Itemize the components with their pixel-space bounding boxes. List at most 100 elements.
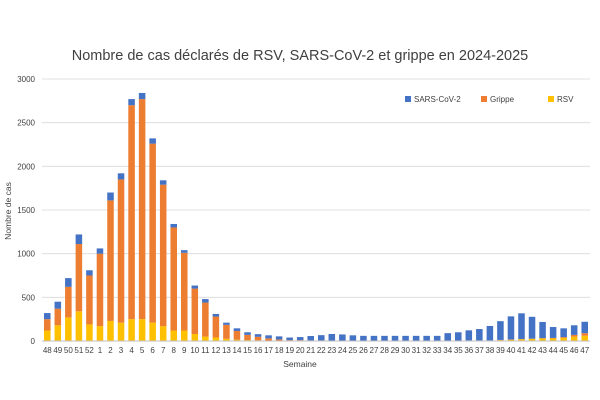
x-tick-label: 6 [150, 346, 155, 355]
x-tick-label: 41 [517, 346, 526, 355]
x-tick-label: 52 [85, 346, 94, 355]
bars [44, 92, 588, 341]
bar-sars-cov-2-17 [265, 335, 272, 339]
bar-rsv-10 [191, 334, 199, 341]
x-tick-label: 9 [182, 346, 187, 355]
bar-sars-cov-2-9 [181, 250, 188, 253]
x-tick-label: 47 [580, 346, 589, 355]
bar-rsv-9 [181, 330, 188, 341]
bar-sars-cov-2-31 [412, 335, 420, 341]
bar-sars-cov-2-11 [202, 299, 209, 303]
bar-grippe-46 [570, 334, 578, 337]
x-tick-label: 8 [172, 346, 177, 355]
x-tick-label: 28 [380, 346, 389, 355]
bar-rsv-52 [86, 324, 93, 341]
bar-sars-cov-2-40 [507, 316, 515, 340]
x-tick-label: 48 [43, 346, 52, 355]
bar-sars-cov-2-15 [244, 332, 251, 335]
bar-rsv-12 [212, 337, 220, 341]
bar-rsv-44 [549, 338, 557, 341]
bar-rsv-7 [159, 326, 167, 341]
bar-sars-cov-2-35 [455, 332, 462, 341]
bar-rsv-14 [233, 339, 241, 341]
bar-grippe-2 [107, 200, 114, 321]
x-tick-label: 1 [98, 346, 103, 355]
x-tick-label: 19 [285, 346, 294, 355]
bar-rsv-42 [528, 338, 536, 341]
x-tick-label: 14 [233, 346, 242, 355]
x-tick-label: 12 [211, 346, 220, 355]
bar-rsv-45 [560, 337, 567, 341]
bar-sars-cov-2-46 [570, 325, 578, 335]
x-tick-label: 23 [327, 346, 336, 355]
bar-grippe-18 [275, 339, 283, 341]
bar-rsv-8 [170, 330, 177, 341]
bar-rsv-2 [107, 320, 114, 341]
bar-sars-cov-2-49 [54, 301, 62, 309]
x-axis-ticks: 48 49 50 51 52 1 2 3 4 5 6 7 8 9 10 11 12 13 14 15 16 17 18 19 2… [43, 346, 590, 355]
bar-grippe-11 [202, 302, 209, 337]
bar-sars-cov-2-43 [539, 321, 546, 339]
bar-sars-cov-2-14 [233, 328, 241, 331]
x-tick-label: 22 [317, 346, 326, 355]
bar-sars-cov-2-23 [328, 334, 336, 341]
bar-rsv-47 [581, 335, 588, 341]
bar-sars-cov-2-3 [117, 173, 125, 180]
bar-sars-cov-2-29 [391, 335, 399, 341]
bar-sars-cov-2-47 [581, 321, 588, 334]
x-tick-label: 32 [422, 346, 431, 355]
bar-sars-cov-2-41 [518, 313, 525, 340]
bar-sars-cov-2-50 [65, 278, 72, 287]
x-tick-label: 3 [119, 346, 124, 355]
x-tick-label: 42 [528, 346, 537, 355]
bar-rsv-3 [117, 322, 125, 341]
bar-grippe-20 [296, 340, 304, 341]
bar-sars-cov-2-25 [349, 335, 357, 341]
x-tick-label: 30 [401, 346, 410, 355]
x-tick-label: 25 [348, 346, 357, 355]
bar-sars-cov-2-20 [296, 337, 304, 341]
bar-sars-cov-2-19 [286, 337, 293, 341]
bar-sars-cov-2-2 [107, 192, 114, 201]
x-tick-label: 18 [275, 346, 284, 355]
legend: SARS-CoV-2 Grippe RSV [405, 95, 574, 104]
x-tick-label: 15 [243, 346, 252, 355]
bar-sars-cov-2-36 [465, 330, 473, 341]
x-tick-label: 44 [549, 346, 558, 355]
bar-rsv-13 [223, 338, 230, 341]
x-tick-label: 11 [201, 346, 210, 355]
x-tick-label: 39 [496, 346, 505, 355]
x-tick-label: 37 [475, 346, 484, 355]
bar-grippe-5 [138, 99, 146, 320]
bar-grippe-49 [54, 308, 62, 326]
x-tick-label: 10 [190, 346, 199, 355]
y-tick-label: 0 [31, 337, 36, 346]
bar-sars-cov-2-10 [191, 285, 199, 289]
bar-grippe-15 [244, 334, 251, 341]
x-tick-label: 33 [433, 346, 442, 355]
bar-sars-cov-2-52 [86, 270, 93, 276]
x-tick-label: 20 [296, 346, 305, 355]
bar-rsv-40 [507, 339, 515, 341]
bar-sars-cov-2-45 [560, 328, 567, 338]
chart-title: Nombre de cas déclarés de RSV, SARS-CoV-… [72, 48, 528, 64]
bar-sars-cov-2-28 [381, 335, 388, 341]
legend-swatch [481, 96, 487, 102]
x-tick-label: 7 [161, 346, 166, 355]
bar-sars-cov-2-18 [275, 336, 283, 340]
x-axis-label: Semaine [283, 359, 317, 369]
bar-grippe-48 [44, 319, 51, 331]
bar-grippe-13 [223, 324, 230, 339]
x-tick-label: 24 [338, 346, 347, 355]
bar-sars-cov-2-26 [360, 335, 367, 341]
bar-grippe-6 [149, 143, 156, 323]
bar-sars-cov-2-51 [75, 234, 83, 245]
x-tick-label: 16 [254, 346, 263, 355]
x-tick-label: 4 [129, 346, 134, 355]
bar-grippe-4 [128, 105, 135, 320]
bar-sars-cov-2-42 [528, 316, 536, 339]
x-tick-label: 26 [359, 346, 368, 355]
bar-rsv-11 [202, 336, 209, 341]
